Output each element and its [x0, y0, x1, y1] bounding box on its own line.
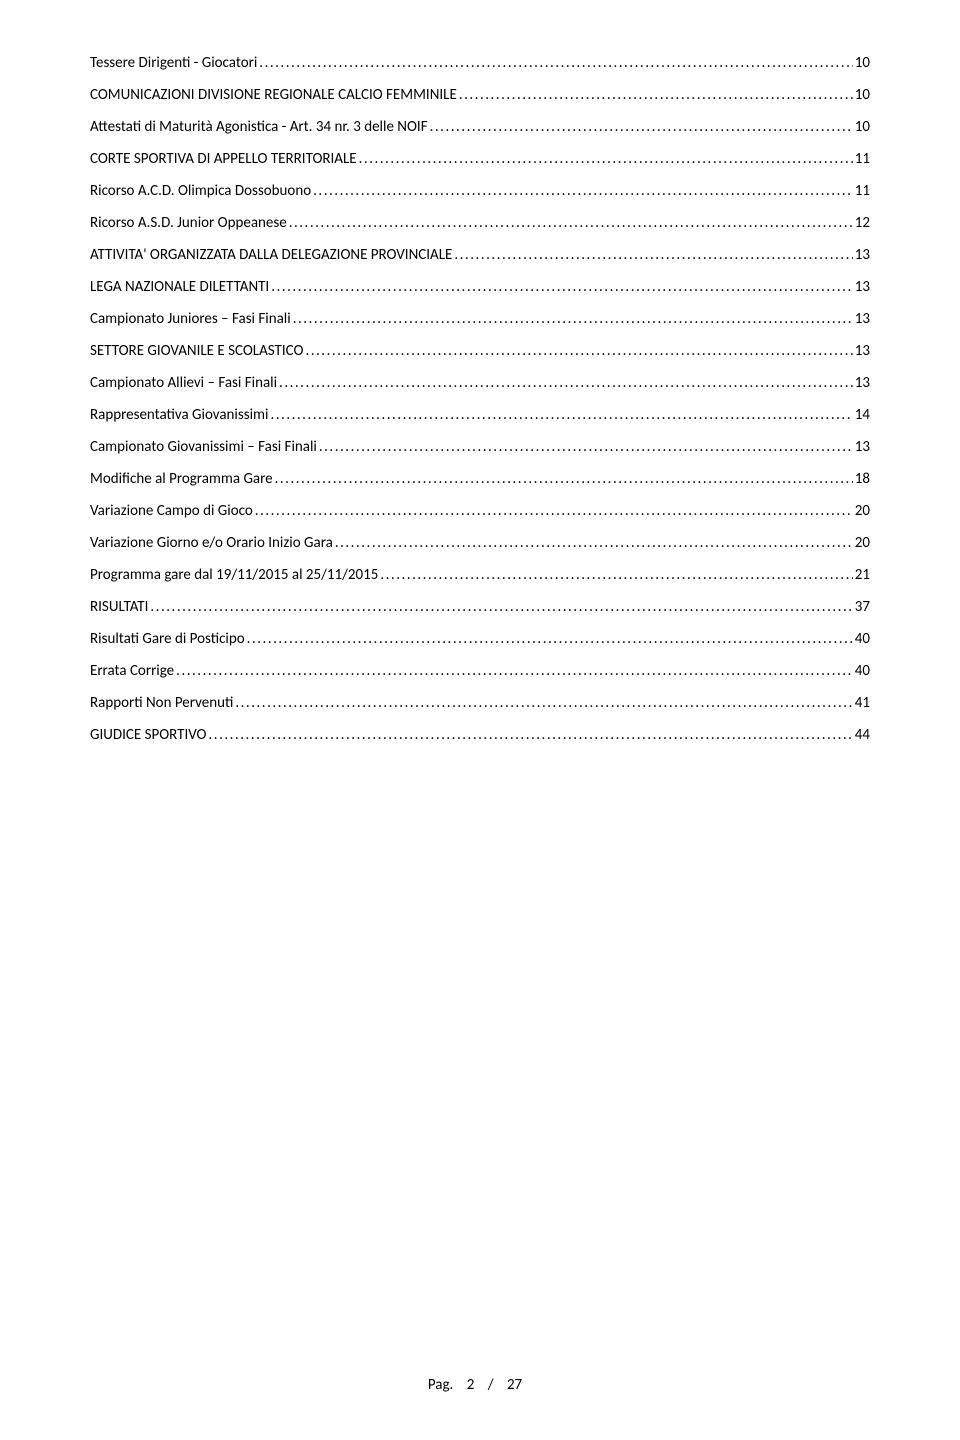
toc-row: Variazione Campo di Gioco 20: [90, 502, 870, 520]
toc-item-page: 10: [855, 54, 870, 72]
toc-leader: [235, 694, 852, 712]
toc-row: Rappresentativa Giovanissimi 14: [90, 406, 870, 424]
toc-row: Errata Corrige 40: [90, 662, 870, 680]
toc-item-label: Rappresentativa Giovanissimi: [90, 406, 268, 424]
toc-item-page: 13: [855, 342, 870, 360]
toc-item-label: Campionato Giovanissimi – Fasi Finali: [90, 438, 317, 456]
toc-item-page: 14: [855, 406, 870, 424]
toc-item-label: Ricorso A.S.D. Junior Oppeanese: [90, 214, 287, 232]
toc-leader: [150, 598, 852, 616]
toc-item-page: 11: [855, 150, 870, 168]
toc-item-label: CORTE SPORTIVA DI APPELLO TERRITORIALE: [90, 150, 357, 168]
toc-leader: [430, 118, 853, 136]
toc-leader: [305, 342, 852, 360]
toc-row: Ricorso A.S.D. Junior Oppeanese 12: [90, 214, 870, 232]
toc-row: GIUDICE SPORTIVO 44: [90, 726, 870, 744]
toc-row: Programma gare dal 19/11/2015 al 25/11/2…: [90, 566, 870, 584]
toc-leader: [319, 438, 853, 456]
toc-item-page: 13: [855, 310, 870, 328]
toc-leader: [279, 374, 853, 392]
toc-item-page: 37: [855, 598, 870, 616]
toc-leader: [259, 54, 853, 72]
page-footer: Pag. 2 / 27: [0, 1376, 960, 1394]
toc-leader: [176, 662, 853, 680]
toc-item-label: GIUDICE SPORTIVO: [90, 726, 207, 744]
toc-row: Ricorso A.C.D. Olimpica Dossobuono 11: [90, 182, 870, 200]
toc-leader: [380, 566, 852, 584]
toc-item-page: 13: [855, 246, 870, 264]
toc-row: ATTIVITA' ORGANIZZATA DALLA DELEGAZIONE …: [90, 246, 870, 264]
toc-leader: [271, 278, 853, 296]
toc-row: Campionato Juniores – Fasi Finali 13: [90, 310, 870, 328]
toc-item-label: LEGA NAZIONALE DILETTANTI: [90, 278, 269, 296]
toc-row: SETTORE GIOVANILE E SCOLASTICO 13: [90, 342, 870, 360]
toc-row: Attestati di Maturità Agonistica - Art. …: [90, 118, 870, 136]
toc-item-label: Risultati Gare di Posticipo: [90, 630, 245, 648]
toc-row: Modifiche al Programma Gare 18: [90, 470, 870, 488]
toc-item-page: 44: [855, 726, 870, 744]
footer-separator: /: [488, 1376, 494, 1394]
toc-row: RISULTATI 37: [90, 598, 870, 616]
toc-item-label: SETTORE GIOVANILE E SCOLASTICO: [90, 342, 303, 360]
toc-item-page: 10: [855, 118, 870, 136]
toc-item-page: 20: [855, 534, 870, 552]
toc-item-label: Attestati di Maturità Agonistica - Art. …: [90, 118, 428, 136]
toc-item-label: Rapporti Non Pervenuti: [90, 694, 233, 712]
toc-leader: [275, 470, 853, 488]
toc-item-label: RISULTATI: [90, 598, 148, 616]
toc-leader: [359, 150, 853, 168]
toc-row: Campionato Allievi – Fasi Finali 13: [90, 374, 870, 392]
toc-row: CORTE SPORTIVA DI APPELLO TERRITORIALE 1…: [90, 150, 870, 168]
toc-item-label: Modifiche al Programma Gare: [90, 470, 273, 488]
toc-item-page: 40: [855, 662, 870, 680]
toc-item-page: 20: [855, 502, 870, 520]
toc-item-label: Errata Corrige: [90, 662, 174, 680]
toc-leader: [209, 726, 853, 744]
toc-item-page: 41: [855, 694, 870, 712]
toc-item-label: ATTIVITA' ORGANIZZATA DALLA DELEGAZIONE …: [90, 246, 452, 264]
toc-row: Campionato Giovanissimi – Fasi Finali 13: [90, 438, 870, 456]
toc-row: LEGA NAZIONALE DILETTANTI 13: [90, 278, 870, 296]
toc-leader: [270, 406, 852, 424]
toc-leader: [459, 86, 853, 104]
toc-item-label: Campionato Allievi – Fasi Finali: [90, 374, 277, 392]
toc-item-label: Campionato Juniores – Fasi Finali: [90, 310, 291, 328]
toc-row: COMUNICAZIONI DIVISIONE REGIONALE CALCIO…: [90, 86, 870, 104]
toc-leader: [293, 310, 853, 328]
toc-row: Variazione Giorno e/o Orario Inizio Gara…: [90, 534, 870, 552]
footer-total-pages: 27: [507, 1376, 522, 1394]
table-of-contents: Tessere Dirigenti - Giocatori 10 COMUNIC…: [90, 54, 870, 744]
toc-leader: [313, 182, 853, 200]
toc-leader: [289, 214, 853, 232]
toc-item-label: Tessere Dirigenti - Giocatori: [90, 54, 257, 72]
toc-leader: [255, 502, 853, 520]
toc-row: Rapporti Non Pervenuti 41: [90, 694, 870, 712]
toc-leader: [335, 534, 853, 552]
toc-item-page: 18: [855, 470, 870, 488]
toc-item-page: 21: [855, 566, 870, 584]
toc-item-page: 40: [855, 630, 870, 648]
footer-current-page: 2: [467, 1376, 475, 1394]
toc-item-label: Ricorso A.C.D. Olimpica Dossobuono: [90, 182, 311, 200]
toc-item-page: 12: [855, 214, 870, 232]
toc-row: Risultati Gare di Posticipo 40: [90, 630, 870, 648]
toc-leader: [247, 630, 853, 648]
toc-item-label: Programma gare dal 19/11/2015 al 25/11/2…: [90, 566, 378, 584]
toc-row: Tessere Dirigenti - Giocatori 10: [90, 54, 870, 72]
footer-prefix: Pag.: [428, 1376, 453, 1394]
toc-item-page: 13: [855, 438, 870, 456]
toc-item-page: 13: [855, 374, 870, 392]
toc-item-label: Variazione Giorno e/o Orario Inizio Gara: [90, 534, 333, 552]
toc-leader: [454, 246, 852, 264]
toc-item-page: 13: [855, 278, 870, 296]
toc-item-label: COMUNICAZIONI DIVISIONE REGIONALE CALCIO…: [90, 86, 457, 104]
toc-item-page: 11: [855, 182, 870, 200]
toc-item-label: Variazione Campo di Gioco: [90, 502, 253, 520]
toc-item-page: 10: [855, 86, 870, 104]
